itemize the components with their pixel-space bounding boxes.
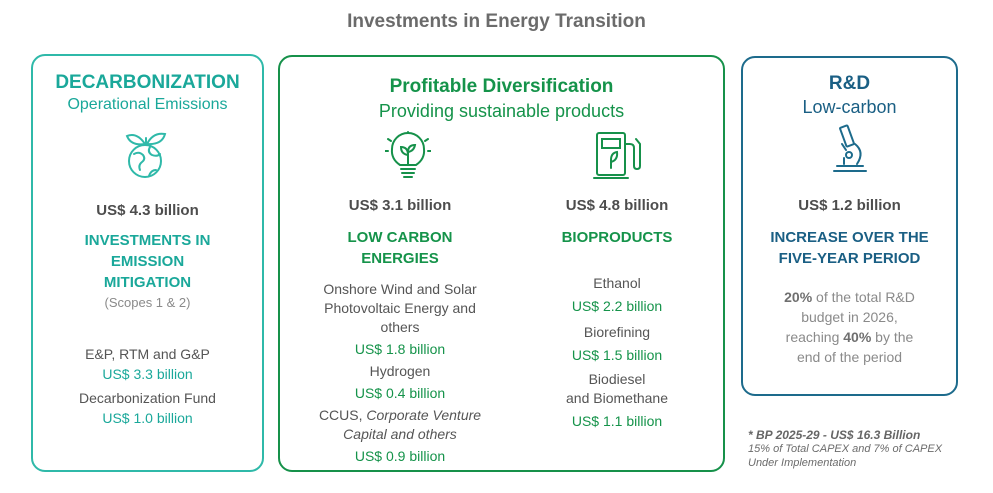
low-carbon-item-label: Photovoltaic Energy and [324, 300, 476, 316]
footnote-line2: 15% of Total CAPEX and 7% of CAPEX [748, 443, 943, 455]
rd-category-line2: FIVE-YEAR PERIOD [778, 250, 921, 267]
bioproducts-item-label: Biodiesel [588, 371, 646, 387]
low-carbon-category-line1: LOW CARBON [347, 229, 453, 246]
rd-amount: US$ 1.2 billion [798, 197, 901, 214]
rd-subtitle: Low-carbon [802, 97, 897, 117]
diversification-title: Profitable Diversification [389, 76, 614, 97]
rd-title: R&D [828, 73, 871, 94]
low-carbon-item-value: US$ 0.4 billion [354, 385, 446, 401]
rd-desc-line: budget in 2026, [801, 309, 898, 325]
bioproducts-item-label: and Biomethane [566, 390, 668, 406]
rd-desc-line: end of the period [796, 349, 903, 365]
bioproducts-item-label: Ethanol [593, 275, 641, 291]
decarbonization-category-line1: INVESTMENTS IN [84, 232, 211, 249]
diversification-subtitle: Providing sustainable products [378, 101, 625, 121]
bioproducts-item-value: US$ 1.5 billion [571, 347, 663, 363]
low-carbon-category-line2: ENERGIES [361, 250, 439, 267]
low-carbon-item-value: US$ 0.9 billion [354, 448, 446, 464]
rd-desc-text: of the total R&D [812, 289, 915, 305]
low-carbon-amount: US$ 3.1 billion [348, 197, 452, 214]
rd-desc-text: by the [871, 329, 914, 345]
decarbonization-category-line2: EMISSION [110, 253, 185, 270]
decarbonization-scopes: (Scopes 1 & 2) [104, 295, 191, 310]
footnote-line3: Under Implementation [748, 457, 857, 469]
decarb-item-label: E&P, RTM and G&P [85, 346, 210, 362]
rd-desc-line: 20% of the total R&D [741, 287, 958, 307]
decarbonization-amount: US$ 4.3 billion [96, 202, 199, 219]
rd-pct-40: 40% [843, 329, 872, 345]
decarbonization-card [31, 54, 264, 472]
bioproducts-item-value: US$ 2.2 billion [571, 298, 663, 314]
footnote-line1: * BP 2025-29 - US$ 16.3 Billion [748, 428, 921, 442]
bioproducts-category: BIOPRODUCTS [561, 229, 673, 246]
fuel-pump-leaf-icon [593, 132, 641, 179]
low-carbon-item-label: others [380, 319, 420, 335]
bioproducts-amount: US$ 4.8 billion [565, 197, 669, 214]
low-carbon-item-label: Capital and others [343, 426, 457, 442]
lightbulb-plant-icon [385, 131, 431, 178]
globe-leaves-icon [125, 132, 167, 178]
rd-category-line1: INCREASE OVER THE [770, 229, 929, 246]
cvc-text: Corporate Venture [366, 407, 482, 423]
decarbonization-subtitle: Operational Emissions [67, 96, 228, 113]
bioproducts-item-value: US$ 1.1 billion [571, 413, 663, 429]
bioproducts-item-label: Biorefining [583, 324, 651, 340]
microscope-icon [833, 124, 867, 172]
diversification-card [278, 55, 725, 472]
rd-card [741, 56, 958, 396]
low-carbon-item-label: CCUS, Corporate Venture [290, 405, 510, 425]
decarbonization-title: DECARBONIZATION [55, 72, 240, 93]
rd-pct-20: 20% [784, 289, 813, 305]
decarb-item-value: US$ 1.0 billion [102, 410, 193, 426]
low-carbon-item-label: Hydrogen [369, 363, 431, 379]
decarbonization-category-line3: MITIGATION [103, 274, 192, 291]
decarb-item-label: Decarbonization Fund [79, 390, 216, 406]
low-carbon-item-label: Onshore Wind and Solar [323, 281, 477, 297]
footnote: * BP 2025-29 - US$ 16.3 Billion 15% of T… [748, 428, 988, 470]
low-carbon-item-value: US$ 1.8 billion [354, 341, 446, 357]
rd-desc-line: reaching 40% by the [741, 327, 958, 347]
decarb-item-value: US$ 3.3 billion [102, 366, 193, 382]
rd-desc-text: reaching [785, 329, 844, 345]
ccus-text: CCUS, [318, 407, 367, 423]
page-title: Investments in Energy Transition [347, 11, 646, 32]
